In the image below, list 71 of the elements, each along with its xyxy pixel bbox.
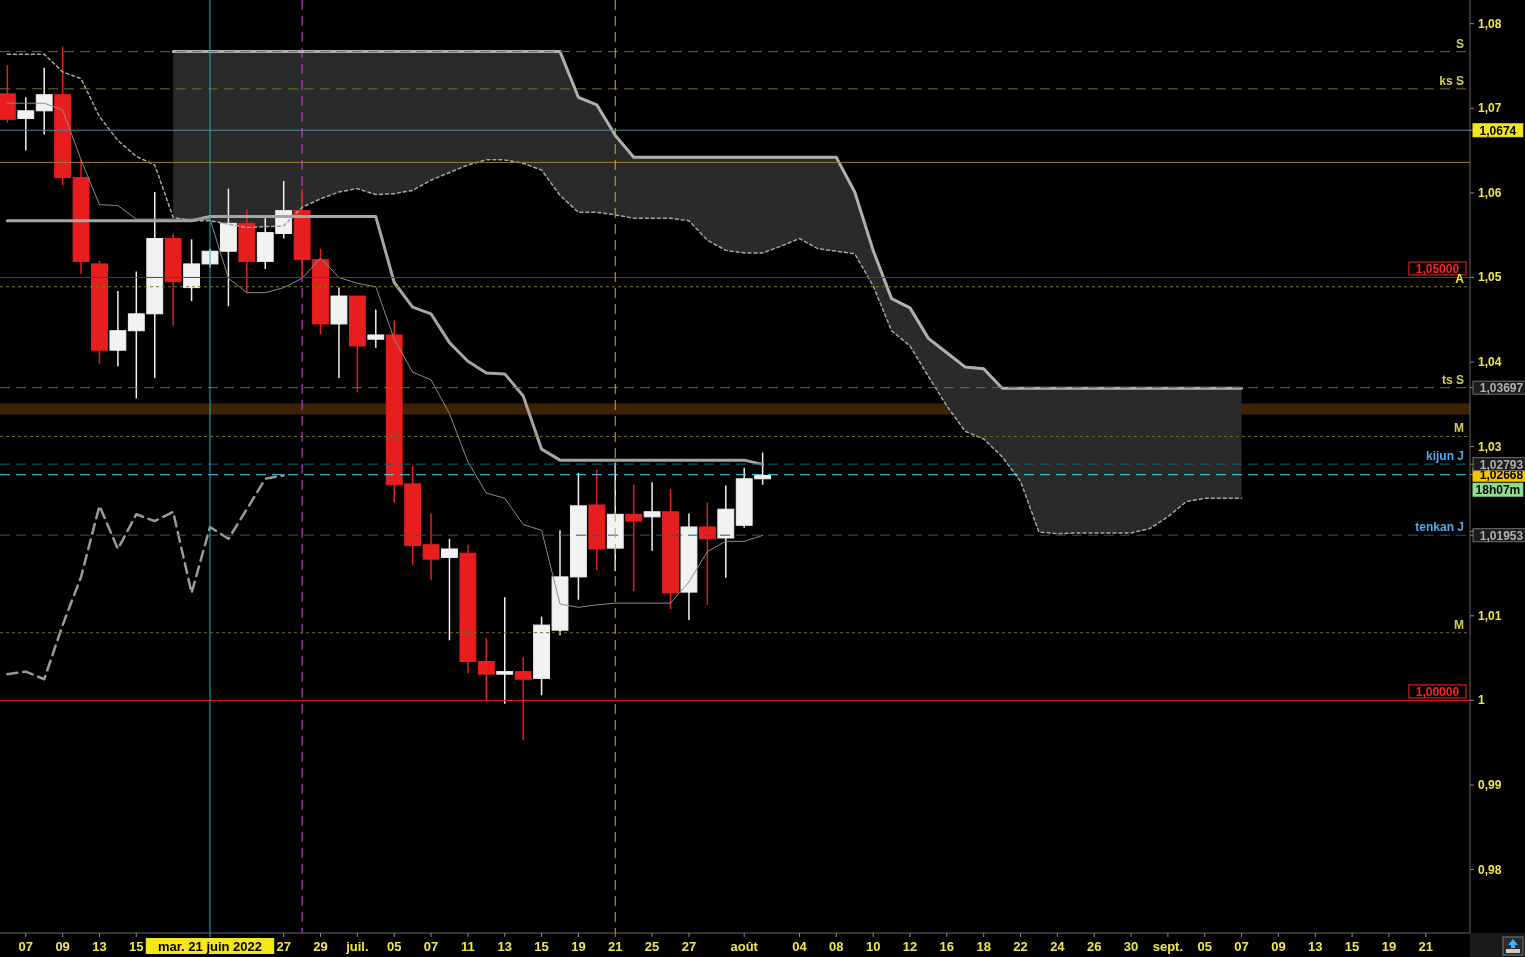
x-tick-label: 25 — [644, 939, 660, 954]
x-tick-label: 19 — [571, 939, 586, 954]
ref-line-label: tenkan J — [1415, 520, 1464, 535]
x-tick-label: 16 — [939, 939, 955, 954]
x-tick-label: 22 — [1013, 939, 1028, 954]
ref-line-label: M — [1454, 617, 1464, 632]
x-tick-label: 15 — [129, 939, 144, 954]
ref-line-label: 1,00000 — [1415, 684, 1460, 699]
candlestick — [17, 96, 35, 152]
line-series — [6, 474, 285, 681]
candlestick — [625, 483, 643, 593]
y-tick-label: 1,0674 — [1479, 123, 1517, 138]
text: 18h07m — [1475, 483, 1521, 498]
y-tick-label: 1,07 — [1478, 101, 1502, 116]
x-tick-label: 07 — [423, 939, 439, 954]
candlestick — [496, 596, 514, 705]
x-tick-label: 07 — [18, 939, 34, 954]
x-tick-label: 13 — [1308, 939, 1323, 954]
x-tick-label: 27 — [681, 939, 697, 954]
x-tick-label: 13 — [497, 939, 512, 954]
x-tick-label: août — [730, 939, 759, 954]
x-tick-label: 29 — [313, 939, 328, 954]
x-tick-label: 05 — [386, 939, 402, 954]
x-tick-label: sept. — [1152, 939, 1184, 954]
ref-line-label: ks S — [1439, 73, 1464, 88]
y-tick-label: 1,03 — [1478, 439, 1502, 454]
x-tick-label: 08 — [829, 939, 844, 954]
y-tick-label: 1,03697 — [1479, 381, 1524, 396]
x-tick-label: 15 — [534, 939, 549, 954]
x-tick-label: 19 — [1381, 939, 1397, 954]
x-tick-label: 04 — [792, 939, 808, 954]
candlestick — [643, 481, 661, 552]
x-tick-label: 12 — [902, 939, 918, 954]
y-tick-label: 1,01953 — [1479, 528, 1524, 543]
candlestick — [35, 66, 53, 136]
x-tick-label: 30 — [1123, 939, 1139, 954]
y-tick-label: 1,05 — [1478, 270, 1502, 285]
candlestick — [109, 290, 127, 368]
y-tick-label: 0,99 — [1478, 777, 1502, 792]
x-tick-label: 07 — [1234, 939, 1249, 954]
candlestick — [698, 501, 716, 606]
y-tick-label: 1,04 — [1478, 355, 1502, 370]
y-tick-label: 1,02793 — [1479, 457, 1524, 472]
x-tick-label: 24 — [1050, 939, 1066, 954]
candlestick — [367, 308, 385, 349]
x-tick-label: juil. — [345, 939, 369, 954]
ref-line-label: M — [1454, 421, 1464, 436]
y-tick-label: 1,08 — [1478, 16, 1502, 31]
x-tick-label: 05 — [1197, 939, 1212, 954]
x-tick-label: 21 — [1418, 939, 1434, 954]
x-tick-label: 21 — [608, 939, 623, 954]
x-tick-label: 11 — [461, 939, 475, 954]
x-tick-label: 15 — [1344, 939, 1360, 954]
x-tick-label: 09 — [55, 939, 70, 954]
x-tick-label: 26 — [1086, 939, 1102, 954]
x-tick-label: 09 — [1271, 939, 1286, 954]
y-tick-label: 0,98 — [1478, 862, 1502, 877]
candlestick — [514, 656, 532, 741]
x-tick-label: 10 — [865, 939, 881, 954]
candlestick — [477, 637, 495, 702]
x-tick-label: 27 — [276, 939, 291, 954]
ref-line-label: kijun J — [1425, 449, 1464, 464]
candlestick — [441, 538, 458, 642]
y-tick-label: 1 — [1478, 693, 1485, 708]
x-tick-label: 13 — [92, 939, 107, 954]
y-tick-label: 1,06 — [1478, 185, 1502, 200]
y-tick-label: 1,01 — [1478, 608, 1502, 623]
ref-line-label: S — [1455, 36, 1464, 51]
x-tick-label: 18 — [976, 939, 991, 954]
ref-line-label: ts S — [1441, 372, 1464, 387]
x-tick-label: mar. 21 juin 2022 — [157, 939, 263, 954]
